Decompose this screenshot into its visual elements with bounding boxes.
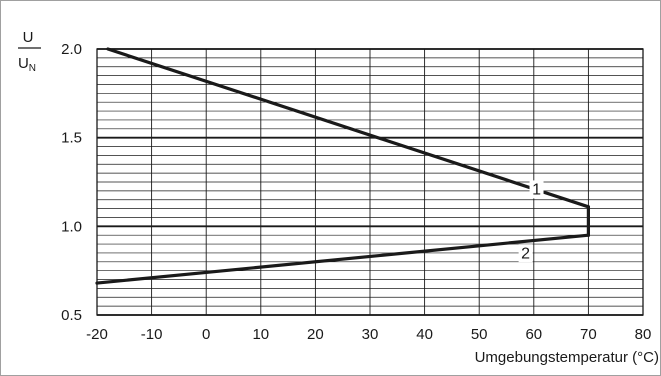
series-line-1	[106, 47, 591, 209]
curve-label-bg	[518, 244, 533, 263]
x-axis-label: Umgebungstemperatur (°C)	[475, 349, 659, 366]
y-tick-label: 1.0	[61, 218, 82, 235]
curve-label: 1	[532, 181, 541, 198]
curve-label: 2	[521, 245, 530, 262]
x-tick-labels: -20 -10 0 10 20 30 40 50 60 70 80	[86, 326, 651, 343]
x-tick-label: 20	[307, 326, 324, 343]
y-label-denominator-main: U	[18, 55, 29, 72]
x-tick-label: 70	[580, 326, 597, 343]
y-label-denominator: UN	[18, 55, 36, 74]
y-label-denominator-sub: N	[29, 63, 36, 74]
x-tick-label: 80	[635, 326, 652, 343]
x-tick-label: 10	[252, 326, 269, 343]
y-tick-label: 1.5	[61, 130, 82, 147]
x-tick-label: -10	[141, 326, 163, 343]
y-tick-label: 0.5	[61, 307, 82, 324]
curve-label-bg	[529, 180, 544, 199]
x-tick-label: 50	[471, 326, 488, 343]
y-tick-label: 2.0	[61, 41, 82, 58]
x-tick-label: 0	[202, 326, 210, 343]
plot-border	[96, 48, 644, 316]
y-label-numerator: U	[23, 29, 34, 46]
y-tick-labels: 0.5 1.0 1.5 2.0	[61, 41, 82, 324]
x-tick-label: 40	[416, 326, 433, 343]
x-tick-label: -20	[86, 326, 108, 343]
x-tick-label: 30	[362, 326, 379, 343]
series-line-2	[95, 233, 591, 285]
series-layer: 12	[95, 47, 591, 285]
y-axis-label: U UN	[18, 29, 41, 74]
x-tick-label: 60	[525, 326, 542, 343]
